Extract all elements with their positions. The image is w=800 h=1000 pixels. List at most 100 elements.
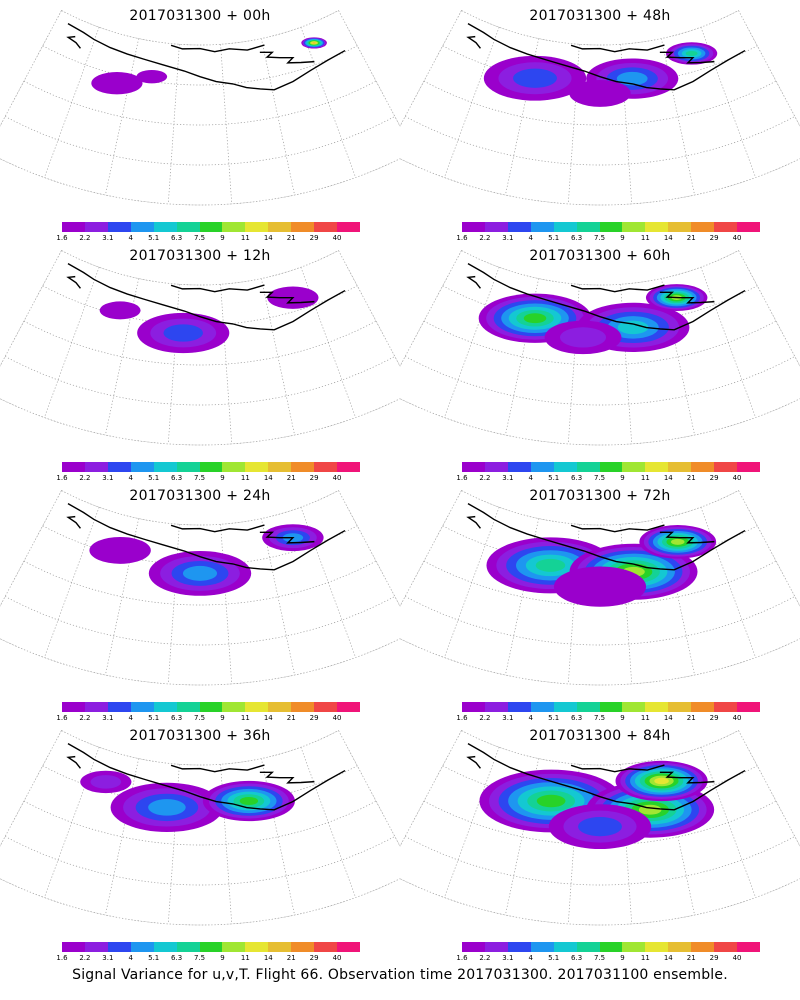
colorbar-tick-label: 3.1 [102, 954, 114, 962]
colorbar-swatch [222, 222, 246, 232]
colorbar-tick-label: 3.1 [502, 954, 514, 962]
colorbar-tick-label: 9 [220, 954, 225, 962]
variance-contour [99, 301, 141, 320]
colorbar-tick-label: 14 [663, 234, 673, 242]
colorbar-tick-label: 11 [640, 954, 650, 962]
colorbar-tick-label: 5.1 [548, 234, 560, 242]
colorbar-swatch [737, 702, 760, 712]
colorbar-tick-label: 7.5 [593, 954, 606, 962]
colorbar-swatch [530, 462, 554, 472]
variance-field [80, 770, 295, 833]
colorbar-swatch [714, 942, 738, 952]
panel-title: 2017031300 + 36h [129, 728, 271, 744]
colorbar-swatch [691, 942, 715, 952]
colorbar-swatch [462, 222, 485, 232]
colorbar-labels: 1.6 2.2 3.1 4 5.1 6.3 7.5 9 11 14 21 29 40 [56, 234, 360, 244]
colorbar-swatch [599, 222, 623, 232]
coastline [259, 531, 315, 544]
map-boundary [400, 10, 800, 206]
longitude-line [44, 267, 100, 418]
colorbar-tick-label: 9 [620, 714, 625, 722]
colorbar-tick-label: 4 [128, 474, 133, 482]
latitude-line [61, 490, 339, 526]
variance-field [478, 284, 708, 355]
colorbar-swatch [130, 222, 154, 232]
variance-contour [685, 50, 698, 57]
coastline [66, 275, 81, 289]
colorbar-swatch [553, 942, 577, 952]
latitude-line [42, 45, 358, 86]
colorbar-swatch [291, 222, 315, 232]
longitude-line [300, 27, 356, 178]
colorbar-swatch [599, 462, 623, 472]
colorbar-tick-label: 3.1 [502, 474, 514, 482]
colorbar-swatch [576, 942, 600, 952]
colorbar-swatch [484, 462, 508, 472]
variance-contour [616, 71, 648, 86]
latitude-line [405, 116, 795, 166]
colorbar-tick-label: 1.6 [56, 714, 68, 722]
colorbar-swatch [62, 702, 85, 712]
colorbar-swatch [576, 462, 600, 472]
coastline [67, 503, 346, 571]
colorbar-tick-label: 7.5 [593, 714, 606, 722]
colorbar-tick-label: 7.5 [593, 234, 606, 242]
coastline [467, 743, 746, 811]
colorbar-tick-label: 14 [663, 474, 673, 482]
latitude-line [423, 320, 777, 366]
colorbar-swatch [484, 222, 508, 232]
colorbar-swatch [291, 462, 315, 472]
coastline [467, 23, 746, 91]
colorbar-labels: 1.6 2.2 3.1 4 5.1 6.3 7.5 9 11 14 21 29 40 [456, 954, 760, 964]
colorbar-swatch [245, 462, 269, 472]
colorbar-tick-label: 29 [709, 474, 719, 482]
latitude-line [0, 398, 400, 446]
forecast-panel: 2017031300 + 00h 1.6 2.2 3.1 4 5.1 6.3 7.5 9 11 14… [0, 0, 400, 245]
colorbar-tick-label: 9 [620, 474, 625, 482]
colorbar-labels: 1.6 2.2 3.1 4 5.1 6.3 7.5 9 11 14 21 29 40 [456, 714, 760, 724]
colorbar-swatch [599, 942, 623, 952]
longitude-line [167, 284, 180, 444]
coastline [570, 44, 665, 53]
colorbar [62, 462, 360, 472]
colorbar-swatch [84, 222, 108, 232]
colorbar-swatch [530, 942, 554, 952]
colorbar-tick-label: 3.1 [502, 714, 514, 722]
colorbar-tick-label: 4 [128, 234, 133, 242]
colorbar-swatch [576, 222, 600, 232]
colorbar-swatch [107, 942, 131, 952]
colorbar-swatch [337, 942, 360, 952]
colorbar-tick-label: 1.6 [56, 474, 68, 482]
colorbar-tick-label: 1.6 [456, 474, 468, 482]
colorbar-swatch [714, 462, 738, 472]
colorbar-tick-label: 4 [528, 234, 533, 242]
colorbar-tick-label: 3.1 [102, 714, 114, 722]
colorbar-labels: 1.6 2.2 3.1 4 5.1 6.3 7.5 9 11 14 21 29 40 [56, 954, 360, 964]
variance-contour [182, 565, 218, 581]
colorbar-swatch [176, 222, 200, 232]
colorbar-swatch [291, 702, 315, 712]
longitude-line [444, 267, 500, 418]
longitude-line [444, 507, 500, 658]
colorbar-tick-label: 1.6 [456, 954, 468, 962]
longitude-line [105, 38, 140, 196]
colorbar-swatch [153, 462, 177, 472]
colorbar-swatch [714, 702, 738, 712]
colorbar-tick-label: 5.1 [148, 714, 160, 722]
panel-title: 2017031300 + 12h [129, 248, 271, 264]
colorbar-labels: 1.6 2.2 3.1 4 5.1 6.3 7.5 9 11 14 21 29 40 [56, 474, 360, 484]
longitude-line [260, 758, 295, 916]
longitude-line [660, 38, 695, 196]
colorbar-tick-label: 11 [240, 234, 250, 242]
latitude-line [23, 80, 377, 126]
colorbar-swatch [199, 702, 223, 712]
latitude-line [461, 10, 739, 46]
coastlines [66, 743, 346, 811]
longitude-line [400, 490, 462, 607]
colorbar-swatch [691, 462, 715, 472]
colorbar-swatch [691, 222, 715, 232]
colorbar-tick-label: 29 [709, 234, 719, 242]
forecast-panel: 2017031300 + 36h 1.6 2.2 3.1 4 5.1 6.3 7.5 9 11 14… [0, 720, 400, 965]
coastlines [466, 263, 746, 331]
colorbar-swatch [176, 942, 200, 952]
